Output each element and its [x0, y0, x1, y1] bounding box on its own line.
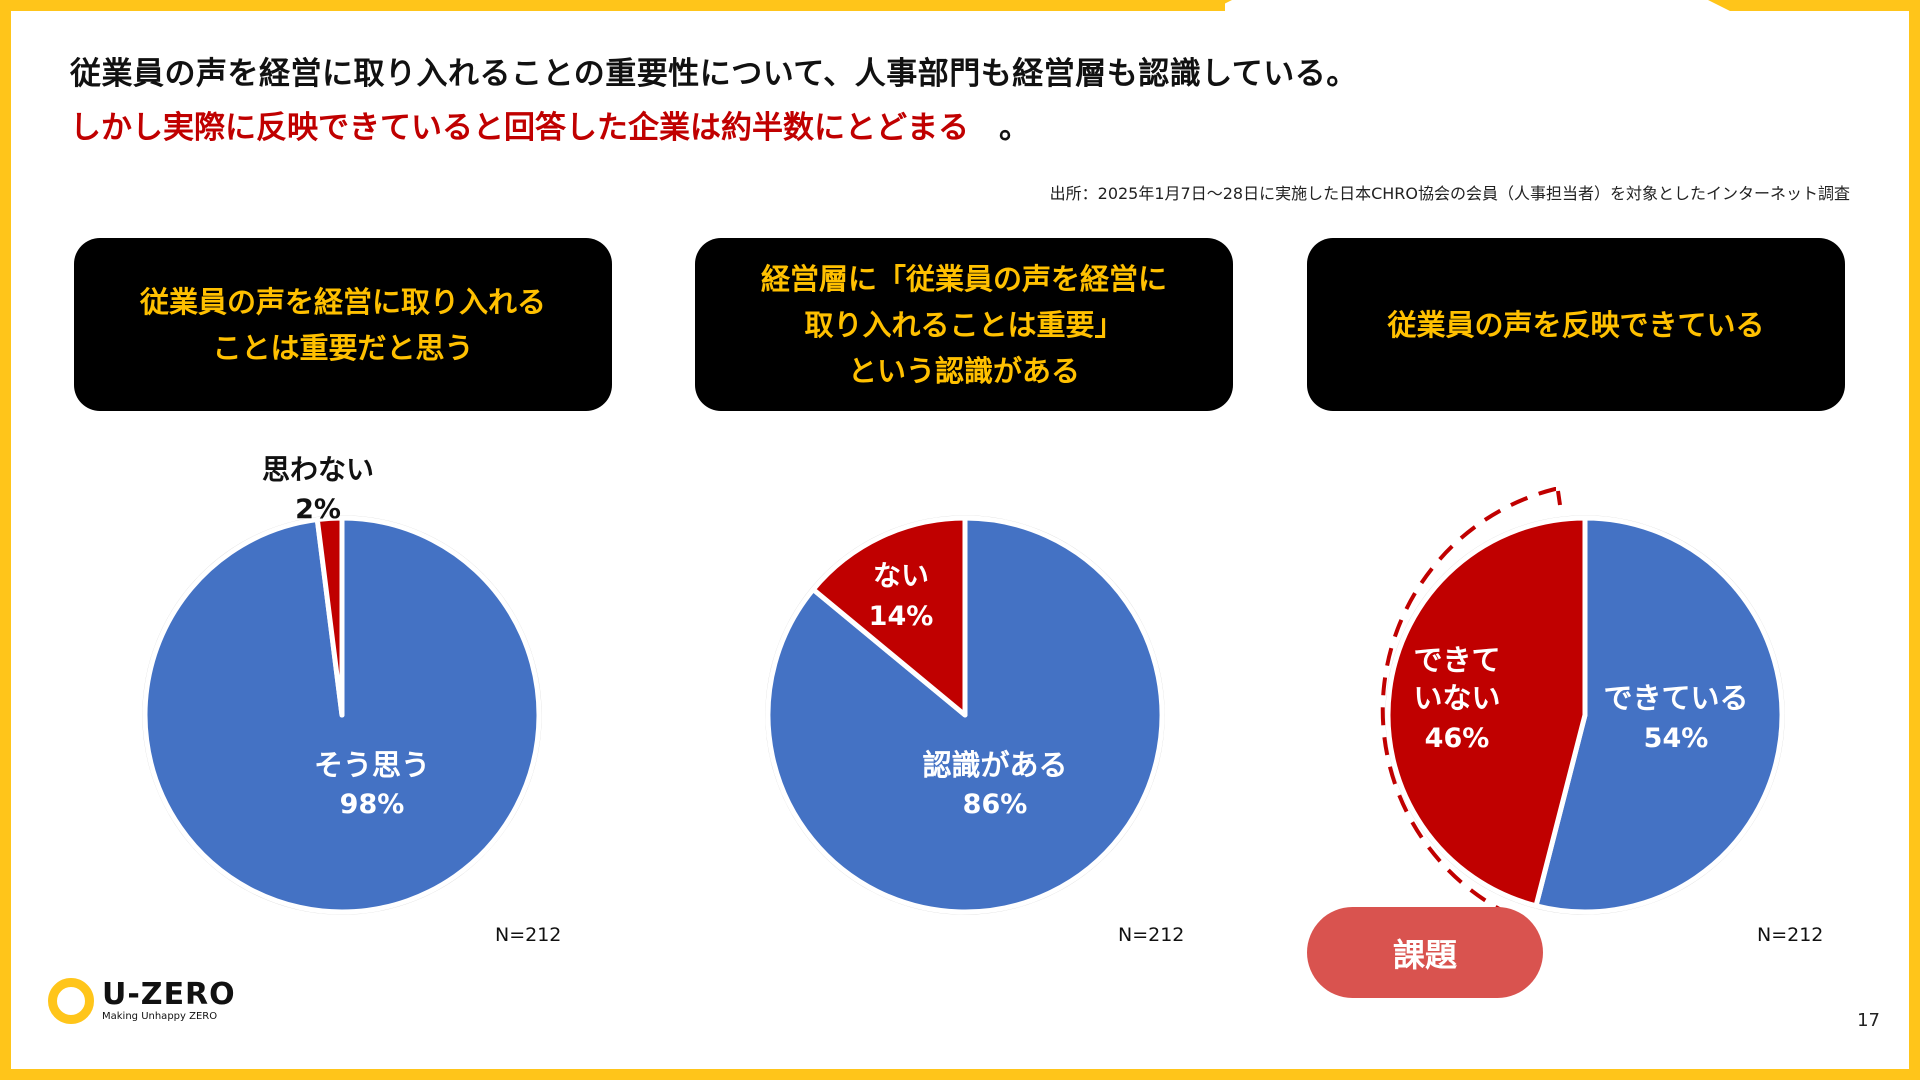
pie1-value-yes: 98%: [340, 789, 405, 820]
pie-awareness-slice-1: [810, 515, 968, 718]
frame-top-notch: [1210, 0, 1232, 11]
sample-size-3: N=212: [1757, 924, 1824, 946]
question-2-line-1: 経営層に「従業員の声を経営に: [760, 261, 1167, 296]
question-1-line-1: 従業員の声を経営に取り入れる: [139, 284, 546, 319]
frame-right: [1909, 0, 1920, 1080]
subtitle-text: しかし実際に反映できていると回答した企業は約半数にとどまる: [70, 110, 969, 146]
subtitle-end: 。: [999, 110, 1030, 146]
source-note: 出所：2025年1月7日～28日に実施した日本CHRO協会の会員（人事担当者）を…: [1049, 184, 1850, 203]
frame-top-right: [1730, 0, 1920, 11]
sample-size-1: N=212: [495, 924, 562, 946]
pie2-label-yes: 認識がある: [922, 748, 1067, 782]
logo: U-ZERO Making Unhappy ZERO: [48, 978, 236, 1024]
pie2-label-no: ない: [873, 559, 929, 592]
page-subtitle: しかし実際に反映できていると回答した企業は約半数にとどまる。: [70, 102, 1030, 147]
pie3-value-yes: 54%: [1644, 723, 1709, 754]
question-1-line-2: ことは重要だと思う: [212, 330, 474, 365]
question-box-2: 経営層に「従業員の声を経営に 取り入れることは重要」 という認識がある: [695, 238, 1233, 411]
sample-size-2: N=212: [1118, 924, 1185, 946]
question-2-line-3: という認識がある: [847, 353, 1080, 388]
pie2-value-yes: 86%: [963, 789, 1028, 820]
pie-chart-management-awareness: [765, 515, 1165, 915]
frame-bottom: [0, 1069, 1920, 1080]
logo-ring-icon: [48, 978, 94, 1024]
frame-top-left: [0, 0, 1225, 11]
pie-importance-slice-1: [314, 515, 345, 718]
logo-name: U-ZERO: [102, 977, 236, 1012]
pie-awareness-slice-0: [765, 515, 1165, 915]
frame-top-notch-right: [1708, 0, 1730, 11]
pie-reflection-slice-1: [1385, 515, 1588, 909]
page-number: 17: [1857, 1010, 1880, 1031]
pie-reflection-slice-0: [1533, 515, 1785, 915]
logo-tagline: Making Unhappy ZERO: [102, 1011, 218, 1022]
question-box-1: 従業員の声を経営に取り入れる ことは重要だと思う: [74, 238, 612, 411]
pie3-label-no-line-1: できて: [1413, 643, 1500, 677]
pie-chart-importance: [142, 515, 542, 915]
callout-dashed-outline: [1380, 487, 1562, 919]
issue-badge: 課題: [1307, 907, 1543, 998]
pie3-label-yes: できている: [1603, 681, 1748, 715]
question-2-line-2: 取り入れることは重要」: [804, 307, 1124, 342]
pie1-label-yes: そう思う: [314, 748, 430, 782]
frame-left: [0, 0, 11, 1080]
pie1-label-no: 思わない: [262, 453, 374, 486]
page-title: 従業員の声を経営に取り入れることの重要性について、人事部門も経営層も認識している…: [70, 56, 1358, 92]
question-box-3: 従業員の声を反映できている: [1307, 238, 1845, 411]
pie3-label-no-line-2: いない: [1413, 681, 1500, 715]
pie2-value-no: 14%: [869, 601, 934, 632]
pie3-value-no: 46%: [1425, 723, 1490, 754]
pie-chart-reflection: [1385, 515, 1785, 915]
pie1-value-no: 2%: [295, 494, 341, 525]
question-3-line-1: 従業員の声を反映できている: [1387, 307, 1765, 342]
